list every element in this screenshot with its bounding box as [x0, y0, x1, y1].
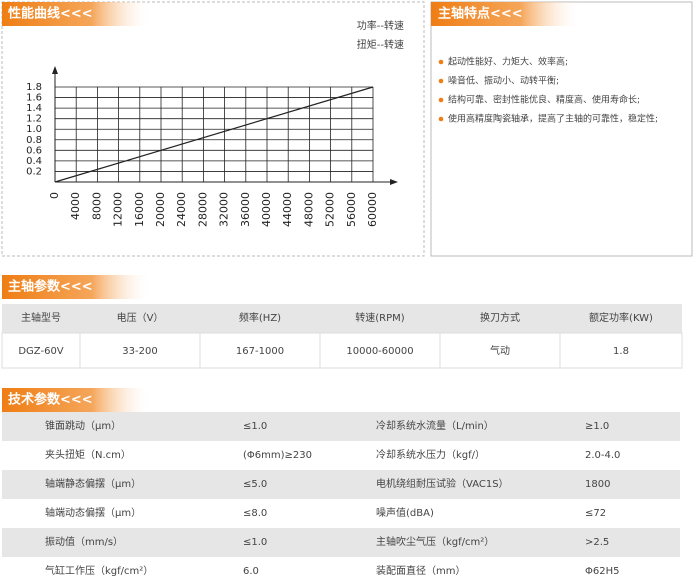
table-cell-text: 1.8: [613, 346, 629, 357]
x-tick-label: 40000: [260, 192, 273, 227]
x-tick-label: 56000: [345, 192, 358, 227]
table-cell-text: 振动值（mm/s）: [45, 535, 123, 548]
y-tick-label: 1.6: [26, 93, 42, 104]
table-cell-text: 167-1000: [236, 346, 284, 357]
y-tick-label: 1.4: [26, 103, 42, 114]
x-tick-label: 48000: [302, 192, 315, 227]
table-cell-text: 夹头扭矩（N.cm）: [45, 448, 131, 461]
tab: [2, 2, 152, 26]
bullet: [438, 97, 444, 103]
table-cell-text: 轴端静态偏摆（μm）: [45, 477, 141, 490]
x-tick-label: 32000: [218, 192, 231, 227]
y-tick-label: 0.2: [26, 166, 42, 177]
table-cell-text: 1800: [585, 479, 610, 490]
y-tick-label: 1.8: [26, 82, 42, 93]
section-title: 性能曲线<<<: [8, 6, 93, 22]
table-header: 电压（V）: [117, 311, 164, 324]
table-cell-text: 10000-60000: [346, 346, 413, 357]
table-header-bg: [2, 304, 682, 333]
bullet: [438, 116, 444, 122]
x-tick-label: 24000: [175, 192, 188, 227]
feature-item: 使用高精度陶瓷轴承，提高了主轴的可靠性，稳定性;: [448, 113, 658, 125]
section-title: 技术参数<<<: [8, 392, 93, 408]
table-cell-text: 电机绕组耐压试验（VAC1S）: [376, 477, 509, 490]
table-cell-text: ≤8.0: [243, 508, 267, 519]
table-cell-text: 噪声值(dBA): [376, 506, 434, 519]
table-cell-text: 气缸工作压（kgf/cm²）: [45, 564, 153, 577]
y-tick-label: 0.6: [26, 145, 42, 156]
x-tick-label: 60000: [366, 192, 379, 227]
x-tick-label: 52000: [324, 192, 337, 227]
y-tick-label: 0.8: [26, 135, 42, 146]
table-cell-text: 2.0-4.0: [585, 450, 620, 461]
table-cell-text: 轴端动态偏摆（μm）: [45, 506, 141, 519]
x-tick-label: 4000: [69, 192, 82, 220]
table-cell-text: 6.0: [243, 566, 259, 577]
table-cell-text: ≤1.0: [243, 421, 267, 432]
y-tick-label: 1.2: [26, 114, 42, 125]
table-cell: [559, 332, 683, 369]
table-header: 频率(HZ): [239, 311, 281, 324]
table-cell-text: ≤5.0: [243, 479, 267, 490]
bullet: [438, 59, 444, 65]
tab: [2, 388, 152, 412]
legend-text: 功率--转速: [357, 19, 404, 32]
tab: [431, 2, 581, 26]
features-panel: [430, 1, 693, 257]
table-cell-text: Φ62H5: [585, 566, 619, 577]
curve-panel: [1, 1, 425, 257]
x-tick-label: 0: [48, 192, 61, 199]
table-cell-text: 主轴吹尘气压（kgf/cm²）: [376, 535, 494, 548]
table-header: 主轴型号: [21, 311, 61, 324]
x-tick-label: 28000: [196, 192, 209, 227]
axis-arrow: [52, 66, 58, 74]
tab: [2, 275, 152, 299]
table-cell-text: ≤1.0: [243, 537, 267, 548]
section-title: 主轴特点<<<: [438, 6, 523, 22]
legend-text: 扭矩--转速: [357, 38, 404, 51]
table-header: 额定功率(KW): [589, 311, 653, 324]
table-cell-text: ≤72: [585, 508, 606, 519]
row-bg: [2, 528, 680, 557]
section-title: 主轴参数<<<: [8, 279, 93, 295]
feature-item: 结构可靠、密封性能优良、精度高、使用寿命长;: [448, 94, 640, 106]
table-cell-text: ≥1.0: [585, 421, 609, 432]
table-cell-text: 锥面跳动（μm）: [45, 419, 121, 432]
x-tick-label: 12000: [112, 192, 125, 227]
y-tick-label: 0.4: [26, 156, 42, 167]
table-header: 换刀方式: [480, 311, 520, 324]
table-cell-text: 33-200: [122, 346, 157, 357]
feature-item: 起动性能好、力矩大、效率高;: [448, 56, 568, 68]
x-tick-label: 20000: [154, 192, 167, 227]
axis-arrow: [390, 179, 398, 185]
y-tick-label: 1.0: [26, 124, 42, 135]
table-cell-text: 冷却系统水流量（L/min）: [376, 419, 494, 432]
curve: [54, 86, 374, 183]
row-bg: [2, 470, 680, 499]
feature-item: 噪音低、振动小、动转平衡;: [448, 75, 559, 87]
x-tick-label: 16000: [133, 192, 146, 227]
table-header: 转速(RPM): [355, 311, 405, 324]
x-tick-label: 36000: [239, 192, 252, 227]
table-cell-text: 装配面直径（mm）: [376, 564, 465, 577]
table-cell-text: >2.5: [585, 537, 609, 548]
table-cell-text: 冷却系统水压力（kgf/）: [376, 448, 485, 461]
table-cell-text: (Φ6mm)≥230: [243, 450, 312, 461]
x-tick-label: 8000: [90, 192, 103, 220]
x-tick-label: 44000: [281, 192, 294, 227]
bullet: [438, 78, 444, 84]
table-cell-text: DGZ-60V: [18, 346, 63, 357]
table-cell-text: 气动: [490, 344, 510, 357]
row-bg: [2, 412, 680, 441]
